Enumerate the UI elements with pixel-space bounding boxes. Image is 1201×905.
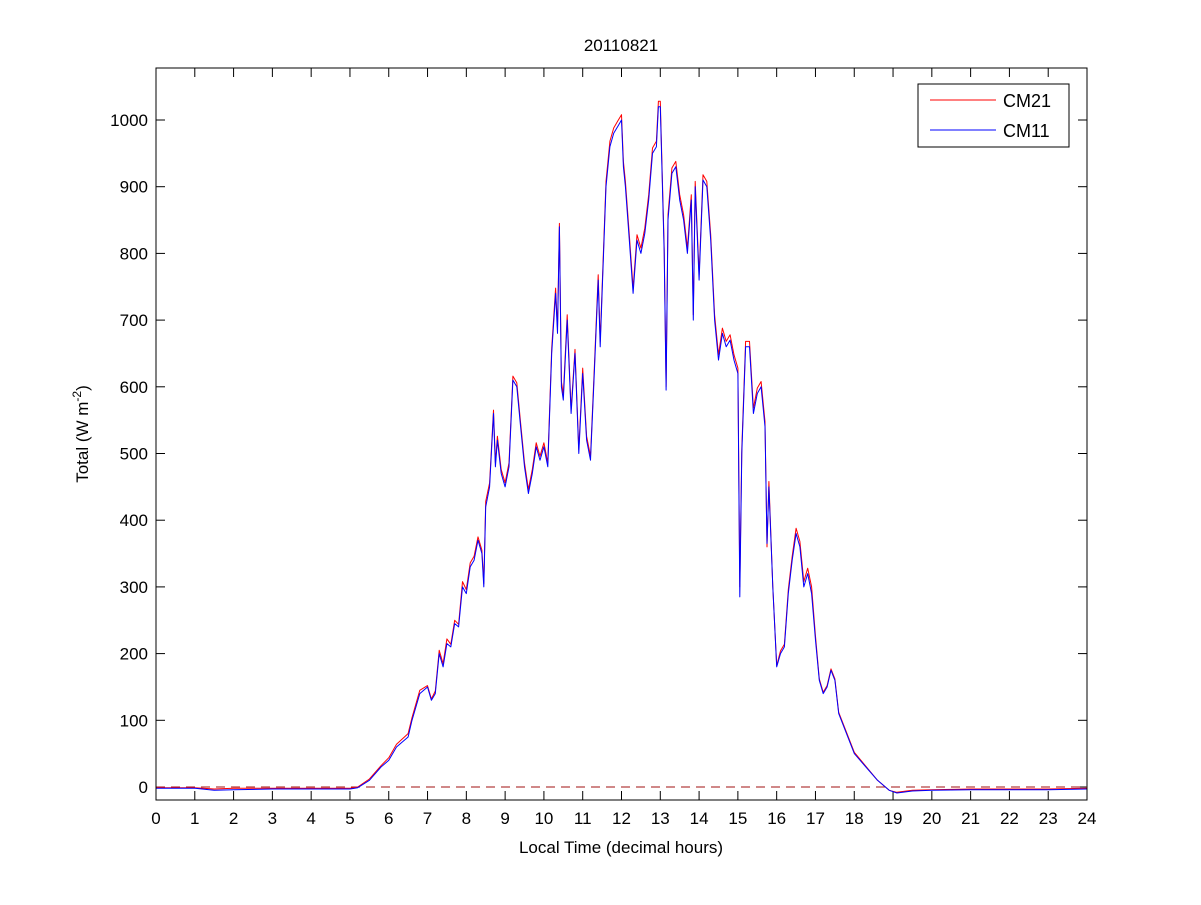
y-tick-label: 900 — [120, 178, 148, 197]
y-tick-label: 700 — [120, 311, 148, 330]
x-tick-label: 11 — [574, 809, 592, 828]
axes-box — [155, 67, 1088, 801]
x-tick-label: 9 — [500, 809, 509, 828]
axis-ticks: 0 1 2 3 4 5 6 7 8 9 10 11 12 13 14 15 16 17 18 19 20 21 22 23 24… — [110, 68, 1096, 828]
legend: CM21 CM11 — [917, 83, 1070, 148]
x-tick-label: 22 — [1000, 809, 1019, 828]
y-label-sup: -2 — [70, 391, 84, 402]
y-tick-label: 100 — [120, 711, 148, 730]
x-tick-label: 24 — [1078, 809, 1097, 828]
x-tick-label: 12 — [612, 809, 631, 828]
x-tick-label: 10 — [534, 809, 553, 828]
chart-title: 20110821 — [584, 36, 658, 55]
x-tick-label: 4 — [306, 809, 315, 828]
x-tick-label: 0 — [151, 809, 160, 828]
x-tick-label: 8 — [462, 809, 471, 828]
series-line-cm21 — [156, 100, 1088, 793]
x-tick-label: 13 — [651, 809, 670, 828]
x-tick-label: 14 — [690, 809, 709, 828]
x-tick-label: 17 — [806, 809, 825, 828]
series-line-cm11 — [156, 106, 1088, 794]
y-tick-label: 800 — [120, 244, 148, 263]
y-axis-label: Total (W m-2) — [70, 385, 92, 483]
x-tick-label: 7 — [423, 809, 432, 828]
y-tick-label: 200 — [120, 645, 148, 664]
y-label-main: Total (W m — [73, 402, 92, 483]
y-tick-label: 300 — [120, 578, 148, 597]
x-tick-label: 6 — [384, 809, 393, 828]
x-axis-label: Local Time (decimal hours) — [519, 838, 723, 857]
series-lines — [156, 100, 1088, 794]
legend-box — [917, 83, 1070, 148]
x-tick-label: 2 — [229, 809, 238, 828]
x-tick-label: 19 — [884, 809, 903, 828]
x-tick-label: 21 — [961, 809, 980, 828]
x-tick-label: 3 — [268, 809, 277, 828]
y-label-close: ) — [73, 385, 92, 391]
y-tick-label: 0 — [139, 778, 148, 797]
x-tick-label: 1 — [190, 809, 199, 828]
x-tick-label: 16 — [767, 809, 786, 828]
x-tick-label: 5 — [345, 809, 354, 828]
x-tick-label: 20 — [922, 809, 941, 828]
x-tick-label: 15 — [728, 809, 747, 828]
y-tick-label: 500 — [120, 445, 148, 464]
y-tick-label: 1000 — [110, 111, 148, 130]
legend-label: CM21 — [1003, 91, 1051, 111]
x-tick-label: 23 — [1039, 809, 1058, 828]
y-tick-label: 400 — [120, 511, 148, 530]
y-tick-label: 600 — [120, 378, 148, 397]
legend-label: CM11 — [1003, 121, 1050, 141]
x-tick-label: 18 — [845, 809, 864, 828]
